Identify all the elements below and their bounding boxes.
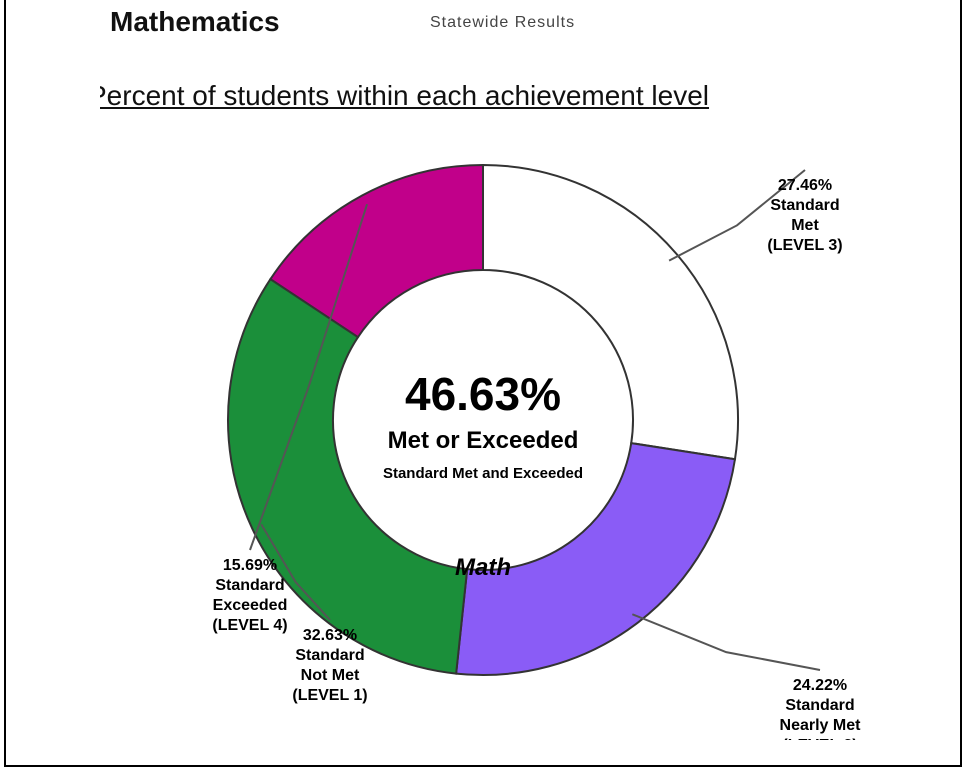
- donut-slice-4: [227, 277, 469, 675]
- slice-label-4: 32.63% Standard Not Met (LEVEL 1): [292, 627, 367, 704]
- slice-label-2: 27.46% Standard Met (LEVEL 3): [767, 177, 842, 254]
- donut-chart: 15.69% Standard Exceeded (LEVEL 4) 27.46% Sta…: [212, 163, 861, 740]
- leader-lines: [249, 169, 821, 671]
- center-label: Met or Exceeded: [388, 427, 579, 454]
- center-value: 46.63%: [405, 368, 561, 420]
- chart-caption: Percent of students within each achievem…: [100, 80, 710, 111]
- leader-line-1: [249, 203, 369, 551]
- donut-slices: [227, 163, 739, 676]
- leader-line-3: [631, 613, 821, 671]
- figure-frame: [4, 0, 962, 767]
- donut-slice-2: [482, 163, 739, 461]
- center-sublabel: Standard Met and Exceeded: [383, 465, 583, 482]
- leader-line-2: [668, 169, 806, 262]
- chart-canvas: Mathematics Statewide Results Percent of…: [100, 0, 866, 740]
- slice-labels: 15.69% Standard Exceeded (LEVEL 4) 27.46% Sta…: [212, 177, 861, 740]
- chart-title: Math: [455, 554, 511, 581]
- page-title: Mathematics: [110, 6, 280, 37]
- slice-label-1: 15.69% Standard Exceeded (LEVEL 4): [212, 557, 287, 634]
- donut-slice-3: [455, 441, 737, 676]
- page-subtitle: Statewide Results: [430, 14, 576, 31]
- leader-line-4: [260, 523, 331, 621]
